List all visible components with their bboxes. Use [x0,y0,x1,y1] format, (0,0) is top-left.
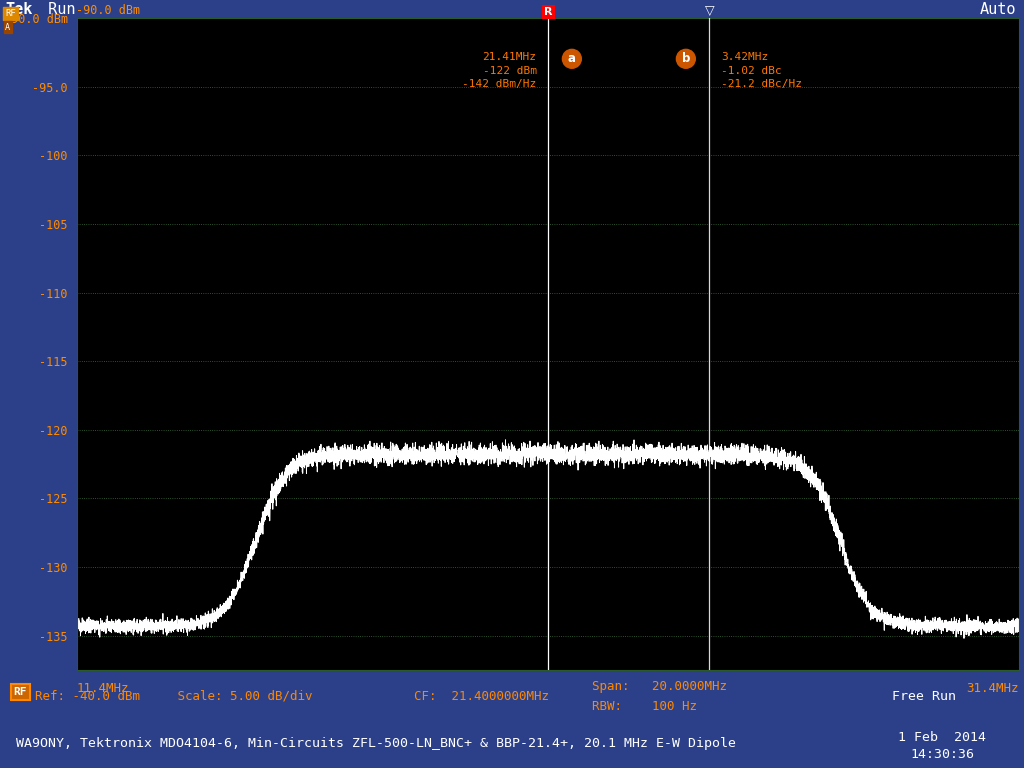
Text: Run: Run [39,2,76,16]
Text: 21.41MHz
-122 dBm
-142 dBm/Hz: 21.41MHz -122 dBm -142 dBm/Hz [462,52,537,89]
Text: 31.4MHz: 31.4MHz [967,682,1019,695]
Text: a: a [568,52,575,65]
Text: RBW:    100 Hz: RBW: 100 Hz [592,700,697,713]
Text: 3.42MHz
-1.02 dBc
-21.2 dBc/Hz: 3.42MHz -1.02 dBc -21.2 dBc/Hz [721,52,802,89]
Text: RF: RF [13,687,28,697]
Text: ▽: ▽ [705,5,714,17]
Text: Auto: Auto [979,2,1016,16]
Text: Tek: Tek [5,2,33,16]
Text: 14:30:36: 14:30:36 [910,748,974,761]
Text: Span:   20.0000MHz: Span: 20.0000MHz [592,680,727,693]
Text: WA9ONY, Tektronix MDO4104-6, Min-Circuits ZFL-500-LN_BNC+ & BBP-21.4+, 20.1 MHz : WA9ONY, Tektronix MDO4104-6, Min-Circuit… [16,737,736,750]
Text: RF: RF [5,9,15,18]
Text: Free Run: Free Run [892,690,955,703]
Text: R: R [544,7,553,17]
Text: -90.0 dBm: -90.0 dBm [76,4,140,17]
Text: A: A [5,22,10,31]
Text: b: b [682,52,690,65]
Text: CF:  21.4000000MHz: CF: 21.4000000MHz [415,690,549,703]
Text: Ref: -40.0 dBm     Scale: 5.00 dB/div: Ref: -40.0 dBm Scale: 5.00 dB/div [36,690,313,703]
Text: 11.4MHz: 11.4MHz [77,682,129,695]
Text: 1 Feb  2014: 1 Feb 2014 [898,731,986,744]
